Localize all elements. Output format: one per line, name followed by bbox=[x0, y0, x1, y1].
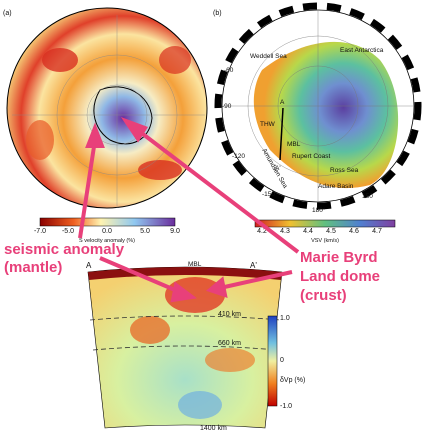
annotation: (crust) bbox=[300, 287, 347, 304]
place-label: THW bbox=[260, 121, 276, 128]
section-label: MBL bbox=[188, 261, 202, 268]
panel-label: (a) bbox=[3, 10, 12, 17]
annotation: Land dome bbox=[300, 268, 380, 285]
longitude-label: 180° bbox=[312, 206, 326, 214]
colorbar-tick: 4.6 bbox=[349, 228, 359, 235]
depth-label: 410 km bbox=[218, 311, 241, 318]
annotation: Marie Byrd bbox=[300, 249, 378, 266]
annotation: (mantle) bbox=[4, 259, 62, 276]
place-label: Adare Basin bbox=[318, 183, 354, 190]
colorbar-tick: -5.0 bbox=[62, 228, 74, 235]
frame bbox=[214, 2, 422, 210]
annotation: seismic anomaly bbox=[4, 241, 125, 258]
colorbar-tick: 9.0 bbox=[170, 228, 180, 235]
colorbar-tick: 4.2 bbox=[257, 228, 267, 235]
colorbar-tick: 4.4 bbox=[303, 228, 313, 235]
colorbar-title: S velocity anomaly (%) bbox=[79, 238, 135, 244]
colorbar-tick: 4.3 bbox=[280, 228, 290, 235]
annotations: seismic anomaly (mantle) Marie Byrd Land… bbox=[4, 117, 380, 304]
depth-label: 1400 km bbox=[200, 425, 227, 432]
place-label: Weddell Sea bbox=[250, 53, 287, 60]
colorbar bbox=[254, 219, 396, 228]
place-label: A bbox=[280, 99, 285, 106]
place-label: East Antarctica bbox=[340, 47, 384, 54]
colorbar-tick: 0 bbox=[280, 357, 284, 364]
colorbar-tick: 4.7 bbox=[372, 228, 382, 235]
colorbar-tick: -7.0 bbox=[34, 228, 46, 235]
colorbar-title: δVp (%) bbox=[280, 377, 305, 384]
longitude-label: -150 bbox=[262, 191, 275, 198]
colorbar bbox=[267, 315, 278, 407]
longitude-label: -90 bbox=[222, 103, 232, 110]
place-label: Rupert Coast bbox=[292, 153, 330, 160]
colorbar-tick: 4.5 bbox=[326, 228, 336, 235]
colorbar bbox=[39, 217, 176, 227]
cross-section: A MBL A' 410 km 660 km 1400 km 1.0 0 -1.… bbox=[86, 261, 305, 432]
longitude-label: -60 bbox=[224, 67, 234, 74]
panel-a: (a) -7.0 -5.0 0.0 5.0 9.0 S velocity ano… bbox=[3, 7, 208, 244]
panel-label: (b) bbox=[213, 10, 222, 17]
section-label: A bbox=[86, 261, 92, 270]
depth-label: 660 km bbox=[218, 340, 241, 347]
place-label: A' bbox=[275, 165, 281, 172]
model-area bbox=[253, 41, 399, 189]
panel-b: (b) Weddell Sea East Antarctica A THW MB… bbox=[213, 2, 422, 244]
colorbar-tick: 1.0 bbox=[280, 315, 290, 322]
colorbar-tick: 5.0 bbox=[140, 228, 150, 235]
globe-a bbox=[6, 7, 208, 209]
place-label: MBL bbox=[287, 141, 301, 148]
colorbar-title: VSV (km/s) bbox=[311, 238, 339, 244]
colorbar-tick: -1.0 bbox=[280, 403, 292, 410]
longitude-label: -120 bbox=[232, 153, 245, 160]
colorbar-tick: 0.0 bbox=[102, 228, 112, 235]
place-label: Ross Sea bbox=[330, 167, 359, 174]
section-label: A' bbox=[250, 261, 257, 270]
longitude-label: 150 bbox=[362, 193, 373, 200]
